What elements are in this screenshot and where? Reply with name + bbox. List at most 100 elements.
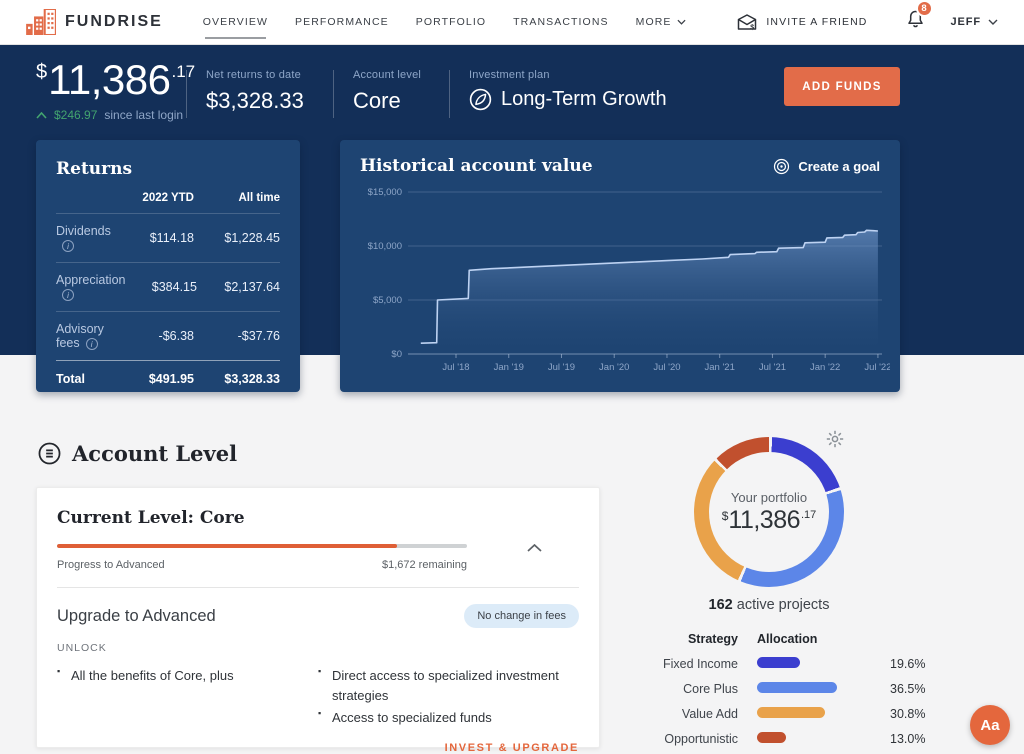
accessibility-button[interactable]: Aa xyxy=(970,705,1010,745)
svg-text:Jan '20: Jan '20 xyxy=(599,362,629,373)
change-note: since last login xyxy=(104,108,183,122)
invite-a-friend-button[interactable]: $ INVITE A FRIEND xyxy=(737,14,867,31)
nav-item-overview[interactable]: OVERVIEW xyxy=(203,10,268,34)
allocation-header: Allocation xyxy=(757,632,871,646)
add-funds-button[interactable]: ADD FUNDS xyxy=(784,67,900,106)
svg-text:$15,000: $15,000 xyxy=(368,187,402,198)
portfolio-center-label: Your portfolio xyxy=(731,490,807,505)
upgrade-title: Upgrade to Advanced xyxy=(57,607,216,626)
nav-item-more[interactable]: MORE xyxy=(636,10,686,34)
returns-ytd-value: $114.18 xyxy=(120,231,194,245)
stat-value: $3,328.33 xyxy=(206,88,304,114)
svg-text:$10,000: $10,000 xyxy=(368,241,402,252)
portfolio-amount-cents: .17 xyxy=(801,509,816,521)
svg-text:Jan '19: Jan '19 xyxy=(494,362,524,373)
stat-label: Net returns to date xyxy=(206,69,304,81)
returns-row-label: Advisory feesi xyxy=(56,322,120,350)
account-level-heading: Account Level xyxy=(38,441,237,466)
nav-item-performance[interactable]: PERFORMANCE xyxy=(295,10,389,34)
svg-text:$: $ xyxy=(751,24,756,30)
info-icon[interactable]: i xyxy=(86,338,98,350)
returns-alltime-value: $2,137.64 xyxy=(197,280,280,294)
returns-row: Advisory feesi-$6.38-$37.76 xyxy=(56,311,280,360)
returns-ytd-value: $384.15 xyxy=(126,280,197,294)
progress-bar-fill xyxy=(57,544,397,548)
chevron-down-icon xyxy=(988,19,998,25)
change-amount: $246.97 xyxy=(54,108,97,122)
goal-target-icon xyxy=(773,158,790,175)
returns-card: Returns 2022 YTD All time Dividendsi$114… xyxy=(36,140,300,392)
balance-currency: $ xyxy=(36,61,47,84)
invite-envelope-icon: $ xyxy=(737,14,757,31)
portfolio-allocation-donut: Your portfolio $ 11,386 .17 xyxy=(694,437,844,587)
stat-investment-plan: Investment plan Long-Term Growth xyxy=(469,69,667,111)
svg-text:Jul '19: Jul '19 xyxy=(548,362,575,373)
svg-text:$0: $0 xyxy=(391,349,402,360)
collapse-section-button[interactable] xyxy=(527,540,542,555)
strategy-label: Fixed Income xyxy=(660,657,738,671)
chevron-up-icon xyxy=(36,112,47,119)
gear-icon xyxy=(826,430,844,448)
projects-count: 162 xyxy=(709,597,733,613)
leaf-plan-icon xyxy=(469,88,492,111)
nav-item-label: PERFORMANCE xyxy=(295,16,389,28)
invite-label: INVITE A FRIEND xyxy=(766,16,867,28)
create-a-goal-button[interactable]: Create a goal xyxy=(773,158,880,175)
notifications-button[interactable]: 8 xyxy=(906,10,925,34)
account-value-area-chart: $15,000$10,000$5,000$0Jul '18Jan '19Jul … xyxy=(356,180,890,380)
balance-amount: 11,386 xyxy=(48,58,170,102)
brand-name: FUNDRISE xyxy=(65,13,163,31)
progress-label: Progress to Advanced xyxy=(57,559,165,571)
stat-value: Long-Term Growth xyxy=(501,88,667,111)
strategy-row: Opportunistic13.0% xyxy=(660,726,910,751)
returns-col-ytd: 2022 YTD xyxy=(120,192,194,204)
stat-label: Investment plan xyxy=(469,69,667,81)
donut-center: Your portfolio $ 11,386 .17 xyxy=(709,452,829,572)
strategy-row: Value Add30.8% xyxy=(660,701,910,726)
user-name: JEFF xyxy=(951,16,982,28)
returns-rows: Dividendsi$114.18$1,228.45Appreciationi$… xyxy=(56,213,280,360)
returns-title: Returns xyxy=(56,159,280,179)
progress-remaining: $1,672 remaining xyxy=(382,559,467,571)
chart-title: Historical account value xyxy=(360,156,593,176)
portfolio-currency: $ xyxy=(722,509,729,523)
strategy-header: Strategy xyxy=(660,632,738,646)
strategy-table-header: Strategy Allocation xyxy=(660,626,910,651)
returns-header-row: 2022 YTD All time xyxy=(56,192,280,213)
info-icon[interactable]: i xyxy=(62,240,74,252)
strategy-row: Fixed Income19.6% xyxy=(660,651,910,676)
strategy-label: Core Plus xyxy=(660,682,738,696)
top-navigation-bar: FUNDRISE OVERVIEW PERFORMANCE PORTFOLIO TRA… xyxy=(0,0,1024,45)
returns-total-ytd: $491.95 xyxy=(120,372,194,386)
current-level-card: Current Level: Core Progress to Advanced… xyxy=(36,487,600,748)
nav-item-portfolio[interactable]: PORTFOLIO xyxy=(416,10,486,34)
divider xyxy=(449,70,450,118)
unlock-benefits-left: All the benefits of Core, plus xyxy=(57,663,282,728)
balance-cents: .17 xyxy=(171,62,195,82)
returns-row-label: Appreciationi xyxy=(56,273,126,301)
benefit-item: Access to specialized funds xyxy=(318,708,568,728)
chevron-down-icon xyxy=(677,19,686,25)
strategy-label: Value Add xyxy=(660,707,738,721)
returns-row-label: Dividendsi xyxy=(56,224,120,252)
fee-badge: No change in fees xyxy=(464,604,579,628)
strategy-label: Opportunistic xyxy=(660,732,738,746)
primary-nav: OVERVIEW PERFORMANCE PORTFOLIO TRANSACTIONS… xyxy=(203,10,686,34)
nav-item-transactions[interactable]: TRANSACTIONS xyxy=(513,10,608,34)
user-menu[interactable]: JEFF xyxy=(951,16,999,28)
create-a-goal-label: Create a goal xyxy=(798,159,880,174)
fundrise-logo[interactable]: FUNDRISE xyxy=(26,9,163,35)
active-projects: 162 active projects xyxy=(669,597,869,613)
returns-col-alltime: All time xyxy=(194,192,280,204)
current-level-title: Current Level: Core xyxy=(57,508,579,528)
fundrise-building-icon xyxy=(26,9,56,35)
info-icon[interactable]: i xyxy=(62,289,74,301)
benefit-item: All the benefits of Core, plus xyxy=(57,666,282,686)
nav-item-label: TRANSACTIONS xyxy=(513,16,608,28)
portfolio-settings-button[interactable] xyxy=(826,430,844,451)
invest-upgrade-link[interactable]: INVEST & UPGRADE xyxy=(57,742,579,754)
divider xyxy=(333,70,334,118)
returns-total-row: Total $491.95 $3,328.33 xyxy=(56,360,280,397)
strategy-allocation-table: Strategy Allocation Fixed Income19.6% Cor… xyxy=(660,626,910,751)
stat-account-level: Account level Core xyxy=(353,69,421,114)
